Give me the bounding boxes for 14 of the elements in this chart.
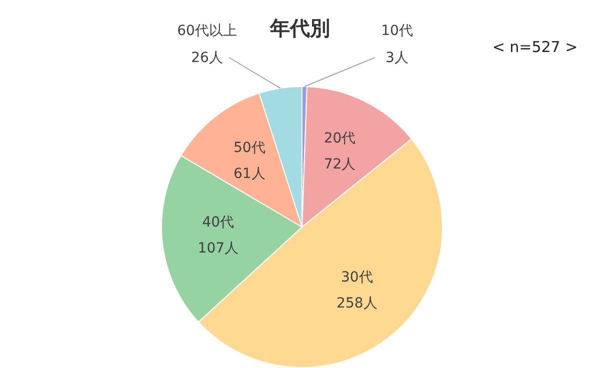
slice-label: 40代: [202, 214, 234, 230]
data-label: 258人: [336, 296, 378, 312]
data-label: 72人: [324, 156, 356, 172]
slice-label: 10代: [381, 23, 413, 40]
data-label: 26人: [191, 50, 223, 66]
text: < n=527 >: [492, 38, 578, 56]
data-label: 107人: [198, 240, 239, 256]
chart-title: 年代別: [269, 16, 330, 40]
slice-label: 20代: [324, 130, 356, 146]
data-label: 3人: [386, 50, 408, 66]
slice-label: 50代: [234, 140, 266, 156]
slice-label: 30代: [340, 270, 373, 286]
data-label: 61人: [234, 166, 266, 182]
slice-label: 60代以上: [177, 23, 237, 40]
